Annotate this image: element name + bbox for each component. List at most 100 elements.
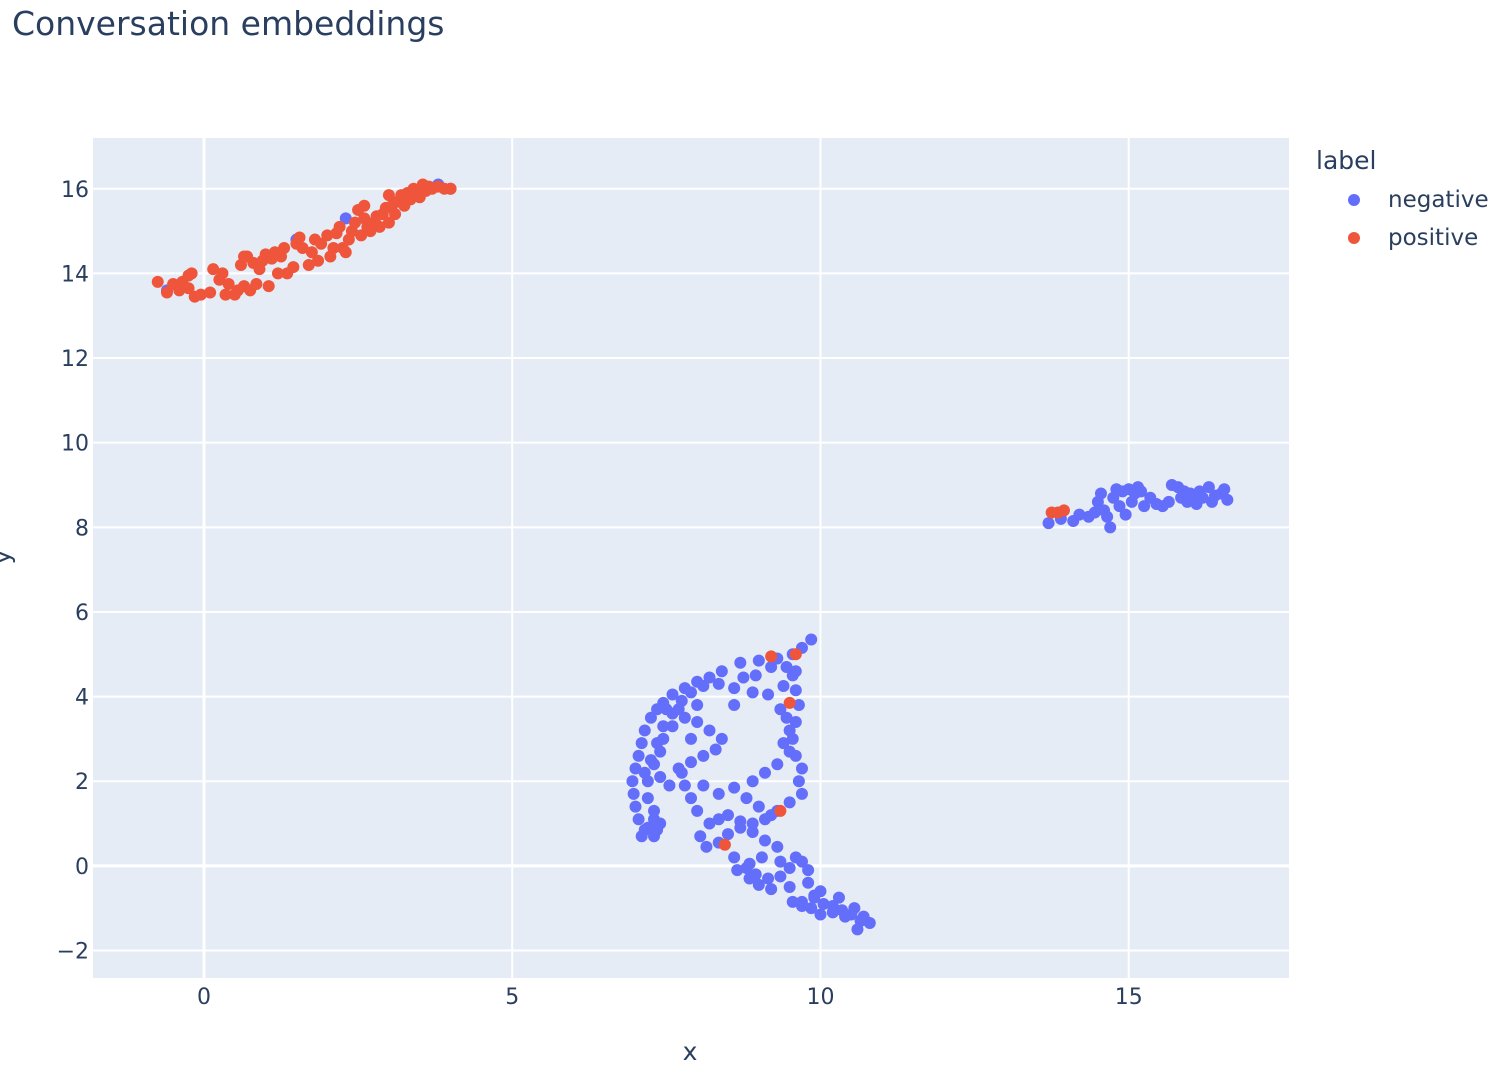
data-point-negative[interactable]	[771, 840, 784, 853]
data-point-negative[interactable]	[638, 724, 651, 737]
data-point-negative[interactable]	[786, 895, 799, 908]
data-point-negative[interactable]	[789, 684, 802, 697]
data-point-negative[interactable]	[746, 686, 759, 699]
data-point-negative[interactable]	[685, 732, 697, 745]
data-point-positive[interactable]	[271, 267, 284, 280]
data-point-negative[interactable]	[685, 756, 697, 769]
data-point-positive[interactable]	[262, 280, 275, 293]
data-point-negative[interactable]	[648, 758, 661, 771]
data-point-negative[interactable]	[746, 817, 759, 830]
data-point-negative[interactable]	[792, 699, 805, 712]
data-point-negative[interactable]	[814, 908, 827, 921]
data-point-negative[interactable]	[765, 883, 778, 896]
data-point-positive[interactable]	[182, 282, 195, 295]
data-point-negative[interactable]	[1138, 500, 1151, 513]
data-point-negative[interactable]	[1202, 481, 1215, 494]
data-point-negative[interactable]	[703, 817, 716, 830]
data-point-negative[interactable]	[709, 743, 722, 756]
data-point-negative[interactable]	[1135, 485, 1148, 498]
data-point-negative[interactable]	[1119, 508, 1132, 521]
data-point-negative[interactable]	[758, 766, 771, 779]
data-point-negative[interactable]	[666, 720, 679, 733]
data-point-negative[interactable]	[660, 703, 673, 716]
data-point-negative[interactable]	[691, 699, 704, 712]
data-point-negative[interactable]	[728, 781, 741, 794]
data-point-positive[interactable]	[327, 242, 340, 255]
data-point-positive[interactable]	[312, 254, 325, 267]
data-point-negative[interactable]	[697, 749, 710, 762]
data-point-negative[interactable]	[805, 633, 818, 646]
data-point-positive[interactable]	[219, 288, 232, 301]
data-point-negative[interactable]	[774, 855, 787, 868]
data-point-negative[interactable]	[703, 671, 716, 684]
data-point-negative[interactable]	[651, 703, 664, 716]
data-point-negative[interactable]	[641, 821, 654, 834]
data-point-negative[interactable]	[712, 787, 725, 800]
data-point-negative[interactable]	[817, 897, 830, 910]
data-point-positive[interactable]	[349, 216, 362, 229]
data-point-positive[interactable]	[238, 250, 251, 263]
data-point-negative[interactable]	[654, 745, 667, 758]
data-point-positive[interactable]	[358, 199, 371, 212]
data-point-negative[interactable]	[826, 906, 839, 919]
data-point-negative[interactable]	[685, 792, 697, 805]
data-point-positive[interactable]	[333, 220, 346, 233]
data-point-negative[interactable]	[697, 779, 710, 792]
data-point-negative[interactable]	[783, 724, 796, 737]
data-point-positive[interactable]	[444, 182, 457, 195]
data-point-negative[interactable]	[765, 809, 778, 822]
data-point-negative[interactable]	[848, 902, 861, 915]
data-point-negative[interactable]	[728, 851, 741, 864]
data-point-negative[interactable]	[678, 711, 691, 724]
data-point-negative[interactable]	[789, 851, 802, 864]
data-point-negative[interactable]	[792, 775, 805, 788]
data-point-negative[interactable]	[774, 703, 787, 716]
data-point-negative[interactable]	[627, 787, 640, 800]
data-point-negative[interactable]	[691, 715, 704, 728]
data-point-negative[interactable]	[795, 762, 808, 775]
data-point-negative[interactable]	[685, 686, 697, 699]
data-point-negative[interactable]	[1113, 500, 1126, 513]
data-point-negative[interactable]	[712, 813, 725, 826]
data-point-negative[interactable]	[635, 737, 648, 750]
data-point-negative[interactable]	[339, 212, 352, 225]
data-point-negative[interactable]	[672, 762, 685, 775]
data-point-negative[interactable]	[734, 815, 747, 828]
data-point-negative[interactable]	[712, 677, 725, 690]
data-point-negative[interactable]	[694, 830, 707, 843]
data-point-positive[interactable]	[382, 216, 395, 229]
data-point-negative[interactable]	[802, 864, 815, 877]
data-point-negative[interactable]	[1218, 483, 1231, 496]
data-point-negative[interactable]	[752, 800, 765, 813]
data-point-negative[interactable]	[783, 796, 796, 809]
data-point-negative[interactable]	[789, 715, 802, 728]
data-point-positive[interactable]	[373, 220, 386, 233]
data-point-negative[interactable]	[851, 923, 864, 936]
data-point-positive[interactable]	[315, 237, 328, 250]
data-point-negative[interactable]	[641, 775, 654, 788]
data-point-negative[interactable]	[644, 711, 657, 724]
data-point-negative[interactable]	[1162, 495, 1175, 508]
data-point-negative[interactable]	[783, 881, 796, 894]
data-point-negative[interactable]	[715, 665, 728, 678]
data-point-negative[interactable]	[632, 749, 645, 762]
data-point-negative[interactable]	[783, 745, 796, 758]
data-point-negative[interactable]	[641, 792, 654, 805]
data-point-positive[interactable]	[783, 696, 796, 709]
data-point-negative[interactable]	[703, 724, 716, 737]
data-point-negative[interactable]	[780, 711, 793, 724]
data-point-positive[interactable]	[355, 229, 368, 242]
data-point-negative[interactable]	[1042, 517, 1055, 530]
data-point-negative[interactable]	[752, 878, 765, 891]
data-point-negative[interactable]	[731, 864, 744, 877]
data-point-positive[interactable]	[204, 286, 217, 299]
data-point-negative[interactable]	[1101, 510, 1114, 523]
data-point-positive[interactable]	[287, 261, 300, 274]
data-point-positive[interactable]	[321, 229, 334, 242]
data-point-negative[interactable]	[805, 902, 818, 915]
data-point-negative[interactable]	[746, 826, 759, 839]
data-point-negative[interactable]	[777, 737, 790, 750]
data-point-negative[interactable]	[678, 779, 691, 792]
data-point-negative[interactable]	[629, 800, 642, 813]
data-point-negative[interactable]	[657, 720, 670, 733]
